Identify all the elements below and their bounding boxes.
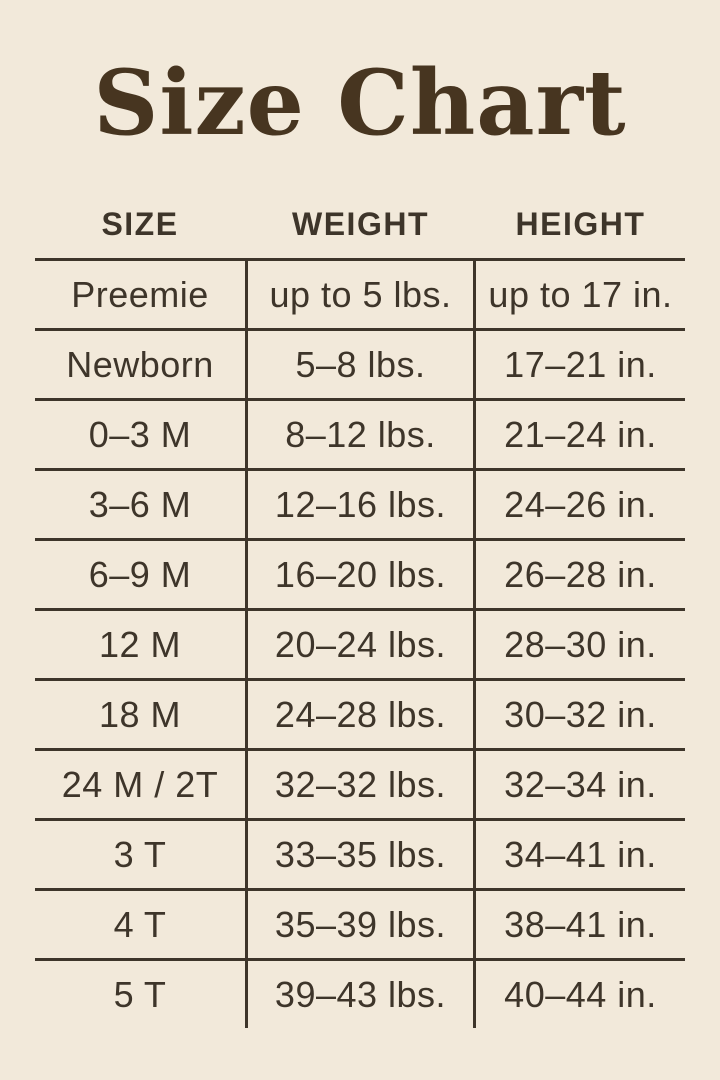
height-cell: 26–28 in. <box>476 538 685 608</box>
size-cell: 6–9 M <box>35 538 245 608</box>
height-cell: 34–41 in. <box>476 818 685 888</box>
weight-cell: 35–39 lbs. <box>245 888 476 958</box>
weight-cell: 24–28 lbs. <box>245 678 476 748</box>
table-row: 3 T 33–35 lbs. 34–41 in. <box>35 818 685 888</box>
size-cell: 18 M <box>35 678 245 748</box>
height-cell: 24–26 in. <box>476 468 685 538</box>
size-chart-table: SIZE WEIGHT HEIGHT Preemie up to 5 lbs. up… <box>35 190 685 1028</box>
column-header-size: SIZE <box>101 205 179 242</box>
size-cell: 0–3 M <box>35 398 245 468</box>
size-cell: Newborn <box>35 328 245 398</box>
weight-cell: 20–24 lbs. <box>245 608 476 678</box>
table-header-row: SIZE WEIGHT HEIGHT <box>35 190 685 258</box>
table-row: 18 M 24–28 lbs. 30–32 in. <box>35 678 685 748</box>
weight-cell: 12–16 lbs. <box>245 468 476 538</box>
column-header-height: HEIGHT <box>515 205 646 242</box>
page-title: Size Chart <box>93 50 627 156</box>
weight-cell: 33–35 lbs. <box>245 818 476 888</box>
table-row: 5 T 39–43 lbs. 40–44 in. <box>35 958 685 1028</box>
weight-cell: 32–32 lbs. <box>245 748 476 818</box>
height-cell: 32–34 in. <box>476 748 685 818</box>
size-cell: 24 M / 2T <box>35 748 245 818</box>
size-cell: 12 M <box>35 608 245 678</box>
height-cell: 40–44 in. <box>476 958 685 1028</box>
table-row: 4 T 35–39 lbs. 38–41 in. <box>35 888 685 958</box>
size-cell: 4 T <box>35 888 245 958</box>
column-header-weight: WEIGHT <box>292 205 429 242</box>
table-body: Preemie up to 5 lbs. up to 17 in. Newborn 5–… <box>35 258 685 1028</box>
table-row: 24 M / 2T 32–32 lbs. 32–34 in. <box>35 748 685 818</box>
height-cell: 30–32 in. <box>476 678 685 748</box>
size-cell: 5 T <box>35 958 245 1028</box>
weight-cell: 5–8 lbs. <box>245 328 476 398</box>
weight-cell: 16–20 lbs. <box>245 538 476 608</box>
table-row: Newborn 5–8 lbs. 17–21 in. <box>35 328 685 398</box>
height-cell: up to 17 in. <box>476 258 685 328</box>
height-cell: 21–24 in. <box>476 398 685 468</box>
table-row: 0–3 M 8–12 lbs. 21–24 in. <box>35 398 685 468</box>
size-cell: 3 T <box>35 818 245 888</box>
table-row: 3–6 M 12–16 lbs. 24–26 in. <box>35 468 685 538</box>
weight-cell: up to 5 lbs. <box>245 258 476 328</box>
table-row: 12 M 20–24 lbs. 28–30 in. <box>35 608 685 678</box>
size-chart-page: Size Chart SIZE WEIGHT HEIGHT Preemie up … <box>0 0 720 1028</box>
size-cell: 3–6 M <box>35 468 245 538</box>
size-cell: Preemie <box>35 258 245 328</box>
height-cell: 38–41 in. <box>476 888 685 958</box>
table-row: 6–9 M 16–20 lbs. 26–28 in. <box>35 538 685 608</box>
height-cell: 17–21 in. <box>476 328 685 398</box>
weight-cell: 8–12 lbs. <box>245 398 476 468</box>
weight-cell: 39–43 lbs. <box>245 958 476 1028</box>
height-cell: 28–30 in. <box>476 608 685 678</box>
table-row: Preemie up to 5 lbs. up to 17 in. <box>35 258 685 328</box>
